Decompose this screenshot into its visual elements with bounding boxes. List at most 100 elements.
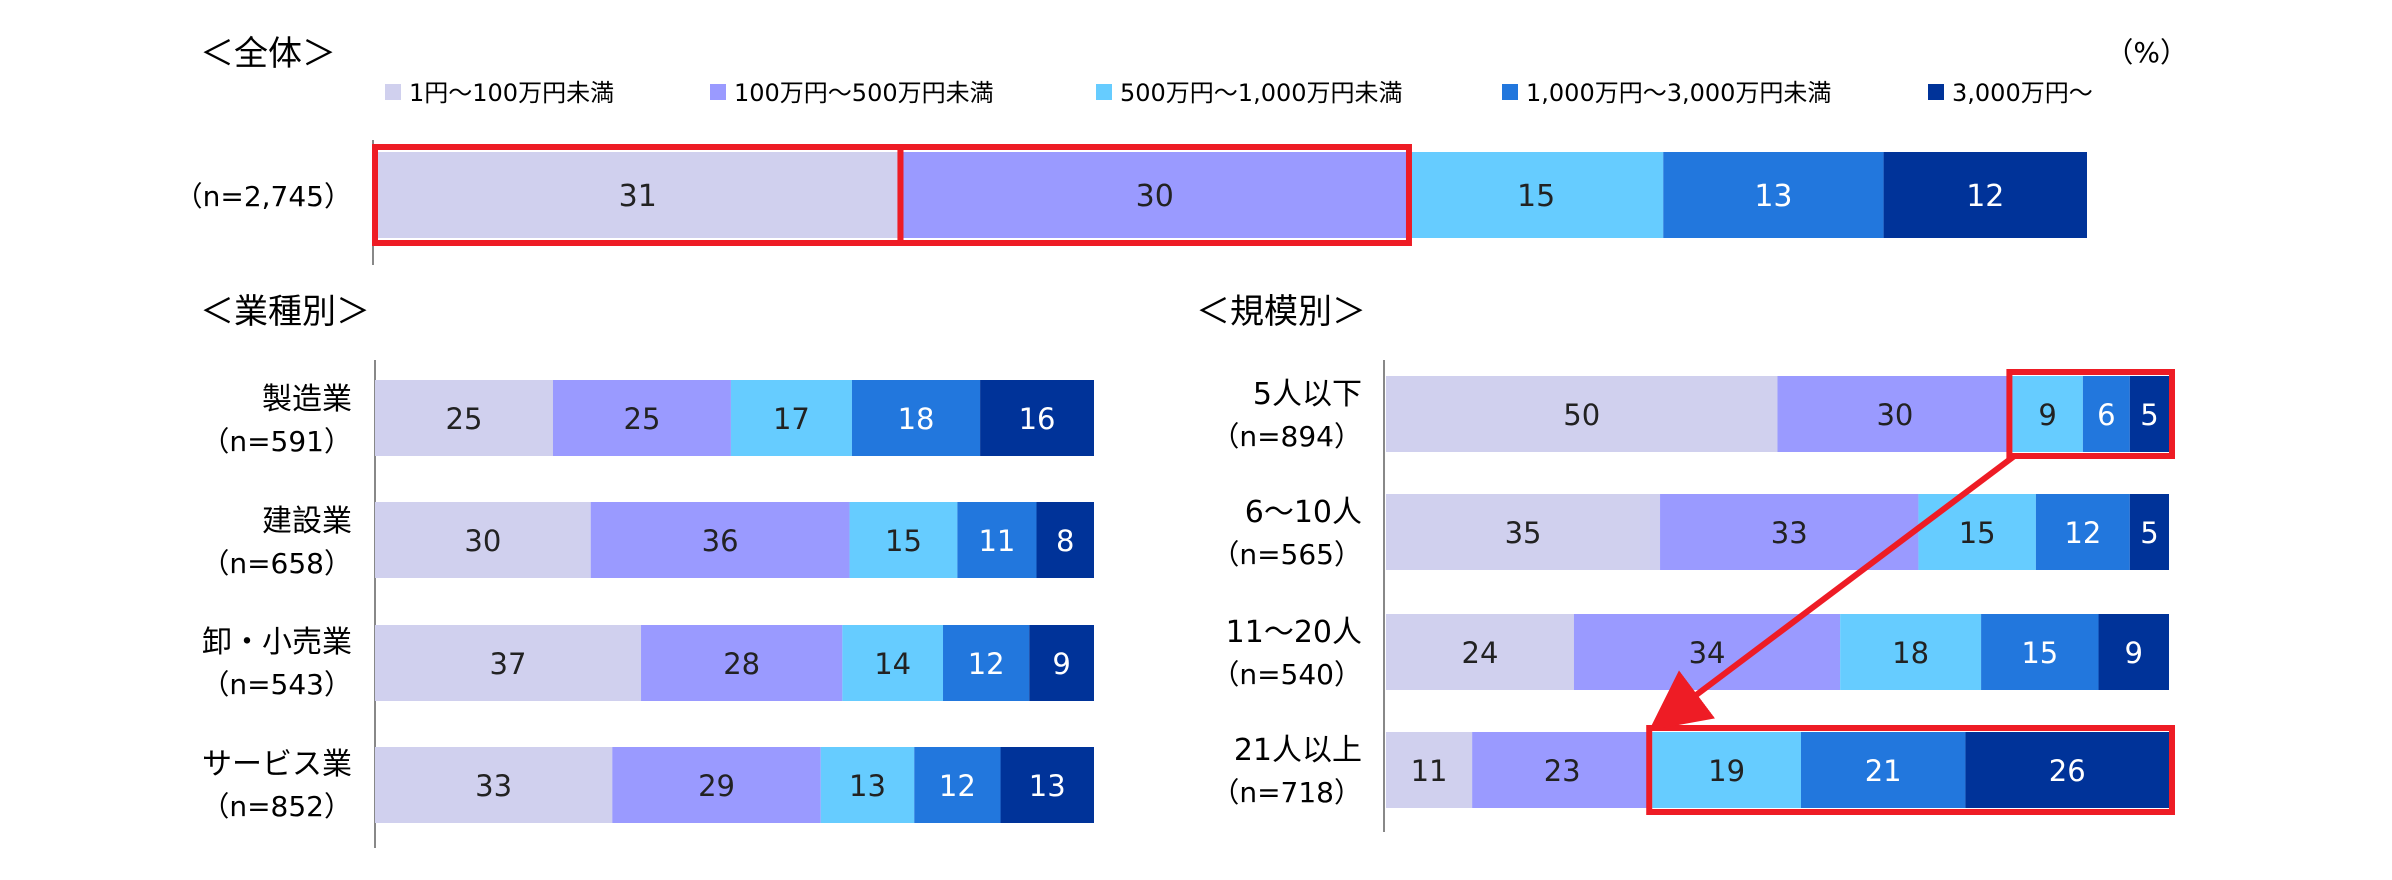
bar-segment-c2-r0-s4 — [2129, 376, 2169, 452]
legend-label-5: 3,000万円～ — [1952, 79, 2093, 107]
bar-segment-c1-r3-s4 — [1000, 747, 1094, 823]
bar-segment-c1-r2-s0 — [375, 625, 642, 701]
highlight-box-overall-seg2 — [897, 144, 1412, 246]
row-label-manufacturing: 製造業 — [262, 382, 352, 417]
bar-value-label-c1-r1-s1: 36 — [702, 524, 739, 558]
bar-segment-c2-r2-s2 — [1840, 614, 1982, 690]
bar-value-label-c1-r2-s0: 37 — [490, 647, 527, 681]
bar-value-label-c2-r0-s3: 6 — [2097, 398, 2115, 432]
bar-segment-c1-r1-s2 — [849, 502, 958, 578]
bar-segment-c1-r0-s1 — [552, 380, 731, 456]
bar-segment-c2-r3-s2 — [1652, 732, 1801, 808]
bar-value-label-c1-r3-s0: 33 — [475, 769, 512, 803]
highlight-box-size-5-or-fewer — [2006, 369, 2176, 459]
legend-swatch-5 — [1928, 84, 1944, 100]
bar-value-label-c2-r3-s1: 23 — [1544, 754, 1581, 788]
bar-segment-c2-r3-s3 — [1800, 732, 1966, 808]
bar-segment-c1-r1-s4 — [1036, 502, 1094, 578]
bar-value-label-c2-r1-s1: 33 — [1771, 516, 1808, 550]
row-n-21-or-more: （n=718） — [1211, 776, 1362, 809]
bar-segment-c1-r0-s4 — [980, 380, 1094, 456]
legend-label-3: 500万円～1,000万円未満 — [1120, 79, 1403, 107]
bar-segment-c2-r3-s4 — [1965, 732, 2169, 808]
bar-value-label-c1-r0-s0: 25 — [446, 402, 483, 436]
bar-segment-c2-r2-s4 — [2098, 614, 2169, 690]
highlight-box-size-21-or-more — [1646, 725, 2175, 815]
row-label-21-or-more: 21人以上 — [1234, 733, 1362, 768]
bar-segment-c2-r1-s3 — [2035, 494, 2130, 570]
bar-value-label-c2-r2-s1: 34 — [1689, 636, 1726, 670]
bar-value-label-c1-r1-s3: 11 — [978, 524, 1015, 558]
row-n-5-or-fewer: （n=894） — [1211, 420, 1362, 453]
bar-value-label-c1-r1-s4: 8 — [1056, 524, 1074, 558]
bar-value-label-c1-r2-s2: 14 — [874, 647, 911, 681]
bar-value-label-c0-r0-s4: 12 — [1966, 179, 2004, 214]
bar-segment-c2-r2-s3 — [1981, 614, 2099, 690]
bar-value-label-c1-r2-s1: 28 — [723, 647, 760, 681]
bar-value-label-c2-r2-s2: 18 — [1892, 636, 1929, 670]
bar-segment-c2-r1-s4 — [2129, 494, 2169, 570]
bar-value-label-c2-r0-s4: 5 — [2140, 398, 2158, 432]
legend-swatch-3 — [1096, 84, 1112, 100]
bar-segment-c2-r2-s0 — [1386, 614, 1574, 690]
bar-segment-c1-r2-s1 — [641, 625, 843, 701]
panel-title-industry: ＜業種別＞ — [200, 292, 370, 332]
bar-segment-c0-r0-s4 — [1883, 152, 2087, 238]
bar-value-label-c1-r1-s0: 30 — [464, 524, 501, 558]
bar-value-label-c0-r0-s0: 31 — [619, 179, 657, 214]
bar-value-label-c2-r3-s0: 11 — [1411, 754, 1448, 788]
bar-segment-c1-r3-s1 — [612, 747, 821, 823]
bar-segment-c1-r2-s4 — [1029, 625, 1094, 701]
bar-segment-c2-r1-s2 — [1918, 494, 2036, 570]
bar-segment-c1-r2-s2 — [842, 625, 944, 701]
bar-segment-c2-r3-s0 — [1386, 732, 1473, 808]
row-n-11-20: （n=540） — [1211, 658, 1362, 691]
bar-value-label-c1-r2-s4: 9 — [1052, 647, 1070, 681]
bar-segment-c2-r3-s1 — [1472, 732, 1653, 808]
bar-segment-c2-r1-s0 — [1386, 494, 1661, 570]
bar-segment-c0-r0-s2 — [1408, 152, 1664, 238]
bar-value-label-c2-r1-s3: 12 — [2064, 516, 2101, 550]
bar-value-label-c1-r0-s4: 16 — [1019, 402, 1056, 436]
bar-segment-c1-r1-s3 — [957, 502, 1037, 578]
bar-segment-c0-r0-s0 — [375, 152, 901, 238]
bar-segment-c1-r0-s0 — [375, 380, 553, 456]
bar-value-label-c1-r0-s2: 17 — [773, 402, 810, 436]
row-n-services: （n=852） — [201, 790, 352, 823]
bar-value-label-c1-r3-s3: 12 — [939, 769, 976, 803]
bar-segment-c1-r0-s3 — [851, 380, 981, 456]
bar-segment-c0-r0-s1 — [900, 152, 1409, 238]
legend-label-2: 100万円～500万円未満 — [734, 79, 994, 107]
row-label-services: サービス業 — [202, 747, 352, 782]
bar-segment-c1-r2-s3 — [943, 625, 1030, 701]
panel-title-size: ＜規模別＞ — [1196, 292, 1366, 332]
bar-value-label-c2-r3-s2: 19 — [1708, 754, 1745, 788]
bar-value-label-c1-r2-s3: 12 — [968, 647, 1005, 681]
panel-title-overall: ＜全体＞ — [200, 34, 336, 74]
legend-label-4: 1,000万円～3,000万円未満 — [1526, 79, 1831, 107]
highlight-arrow — [1649, 453, 2017, 731]
row-n-overall: （n=2,745） — [175, 180, 352, 213]
row-label-11-20: 11～20人 — [1226, 615, 1362, 650]
legend-swatch-1 — [385, 84, 401, 100]
bar-value-label-c1-r0-s3: 18 — [898, 402, 935, 436]
bar-segment-c1-r1-s0 — [375, 502, 591, 578]
bar-segment-c2-r0-s0 — [1386, 376, 1778, 452]
bar-value-label-c0-r0-s3: 13 — [1754, 179, 1792, 214]
bars-layer: 31 30 15 13 12 25 25 17 18 16 30 36 15 11 8 37 28 14 12 9 33… — [375, 152, 2169, 823]
unit-label: （%） — [2105, 36, 2188, 69]
bar-segment-c1-r3-s2 — [820, 747, 915, 823]
bar-value-label-c1-r3-s4: 13 — [1029, 769, 1066, 803]
row-n-construction: （n=658） — [201, 547, 352, 580]
bar-segment-c1-r1-s1 — [590, 502, 850, 578]
legend-swatch-2 — [710, 84, 726, 100]
bar-value-label-c2-r1-s4: 5 — [2140, 516, 2158, 550]
bar-value-label-c2-r1-s0: 35 — [1505, 516, 1542, 550]
row-label-5-or-fewer: 5人以下 — [1253, 377, 1362, 412]
bar-value-label-c0-r0-s2: 15 — [1517, 179, 1555, 214]
row-n-6-10: （n=565） — [1211, 538, 1362, 571]
bar-segment-c0-r0-s3 — [1663, 152, 1884, 238]
bar-segment-c2-r0-s1 — [1777, 376, 2013, 452]
bar-segment-c1-r3-s3 — [914, 747, 1001, 823]
